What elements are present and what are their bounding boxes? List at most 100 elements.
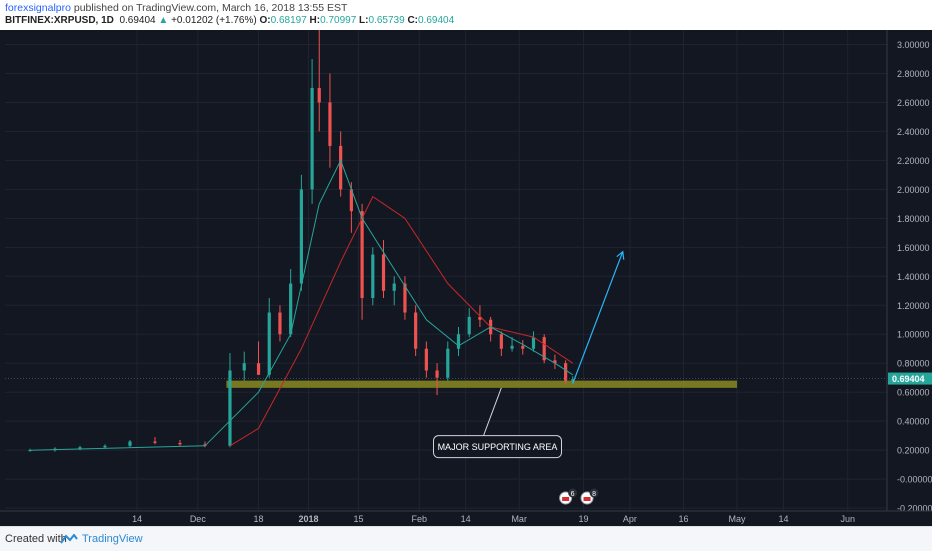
x-tick-label: Jun <box>840 514 855 524</box>
high-value: 0.70997 <box>320 15 357 26</box>
candle-up <box>510 345 514 349</box>
last-price: 0.69404 <box>119 15 156 26</box>
tradingview-logo-icon <box>60 534 78 544</box>
y-tick-label: 0.80000 <box>897 359 930 369</box>
open-label: O: <box>259 15 271 26</box>
low-label: L: <box>359 15 369 26</box>
candle-down <box>278 312 282 335</box>
event-count-label: 8 <box>592 491 596 498</box>
event-flag-stripe <box>583 497 591 501</box>
y-tick-label: 0.40000 <box>897 417 930 427</box>
created-with-text: Created with <box>5 533 67 545</box>
event-count-badge <box>589 488 599 498</box>
candle-down <box>414 312 418 349</box>
x-tick-label: 14 <box>132 514 142 524</box>
y-tick-label: 2.20000 <box>897 156 930 166</box>
close-value: 0.69404 <box>418 15 455 26</box>
open-value: 0.68197 <box>270 15 307 26</box>
candle-up <box>571 379 575 381</box>
price-change: +0.01202 (+1.76%) <box>171 15 257 26</box>
candle-up <box>289 283 293 335</box>
last-price-tag <box>888 372 932 385</box>
y-tick-label: 2.00000 <box>897 185 930 195</box>
x-tick-label: Dec <box>190 514 207 524</box>
candle-up <box>371 254 375 299</box>
footer: Created with TradingView <box>0 526 932 551</box>
candle-up <box>78 447 82 449</box>
x-tick-label: Apr <box>623 514 637 524</box>
candle-down <box>153 441 157 443</box>
candle-down <box>317 87 321 103</box>
candle-up <box>531 337 536 349</box>
candle-down <box>553 360 557 364</box>
candle-down <box>564 363 568 381</box>
projection-arrow-head <box>616 250 625 260</box>
price-chart[interactable]: 3.00000 2.80000 2.60000 2.40000 2.20000 2.000… <box>0 30 932 526</box>
candle-up <box>299 189 303 284</box>
candle-down <box>478 316 482 320</box>
x-tick-label: 16 <box>678 514 688 524</box>
candle-down <box>542 337 546 361</box>
x-tick-label: 14 <box>461 514 471 524</box>
candle-up <box>103 445 107 448</box>
x-tick-label: Feb <box>411 514 427 524</box>
candle-down <box>349 189 353 212</box>
close-label: C: <box>407 15 418 26</box>
callout-leader <box>480 387 502 442</box>
last-price-tag-label: 0.69404 <box>892 374 925 384</box>
candle-down <box>403 283 407 313</box>
publication-line: forexsignalpro published on TradingView.… <box>5 2 347 14</box>
candle-down <box>178 442 182 445</box>
candle-down <box>256 363 261 375</box>
y-tick-label: 0.60000 <box>897 388 930 398</box>
symbol-label: BITFINEX:XRPUSD, 1D <box>5 15 114 26</box>
candle-down <box>203 444 207 446</box>
candle-up <box>456 334 461 349</box>
chart-header: forexsignalpro published on TradingView.… <box>0 0 932 30</box>
y-tick-label: -0.00000 <box>897 475 932 485</box>
high-label: H: <box>309 15 321 26</box>
y-tick-label: 1.80000 <box>897 214 930 224</box>
candle-up <box>446 348 450 378</box>
candle-down <box>499 334 503 349</box>
y-tick-label: 1.20000 <box>897 301 930 311</box>
y-tick-label: 2.80000 <box>897 69 930 79</box>
moving-average-fast <box>29 159 574 451</box>
x-tick-label: May <box>729 514 747 524</box>
candle-down <box>381 254 386 291</box>
candle-down <box>521 345 525 349</box>
candle-up <box>228 370 232 446</box>
callout-label: MAJOR SUPPORTING AREA <box>438 442 558 452</box>
x-tick-label: 14 <box>778 514 788 524</box>
tradingview-brand[interactable]: TradingView <box>82 533 143 545</box>
candle-up <box>128 441 132 446</box>
y-tick-label: 1.60000 <box>897 243 930 253</box>
event-flag-stripe <box>562 497 570 501</box>
candle-down <box>328 102 332 146</box>
candle-down <box>339 145 343 190</box>
callout-box <box>433 435 563 459</box>
y-tick-label: -0.20000 <box>897 504 932 514</box>
author-link[interactable]: forexsignalpro <box>5 2 71 14</box>
candle-up <box>467 316 471 335</box>
y-tick-label: 3.00000 <box>897 40 930 50</box>
candle-down <box>360 211 364 299</box>
ohlc-line: BITFINEX:XRPUSD, 1D 0.69404 ▲ +0.01202 (… <box>5 15 454 26</box>
candle-up <box>242 363 246 371</box>
support-zone <box>226 380 738 388</box>
candle-up <box>28 450 32 452</box>
y-tick-label: 2.60000 <box>897 98 930 108</box>
candle-up <box>267 312 271 375</box>
candle-up <box>392 283 396 291</box>
moving-average-slow <box>229 195 574 447</box>
published-text: published on TradingView.com, March 16, … <box>73 2 348 14</box>
x-tick-label: 2018 <box>299 514 319 524</box>
x-tick-label: 19 <box>578 514 588 524</box>
y-tick-label: 1.40000 <box>897 272 930 282</box>
low-value: 0.65739 <box>368 15 405 26</box>
y-tick-label: 1.00000 <box>897 330 930 340</box>
y-tick-label: 0.20000 <box>897 446 930 456</box>
x-tick-label: Mar <box>511 514 527 524</box>
y-tick-label: 2.40000 <box>897 127 930 137</box>
chart-area[interactable]: 3.00000 2.80000 2.60000 2.40000 2.20000 2.000… <box>0 30 932 526</box>
